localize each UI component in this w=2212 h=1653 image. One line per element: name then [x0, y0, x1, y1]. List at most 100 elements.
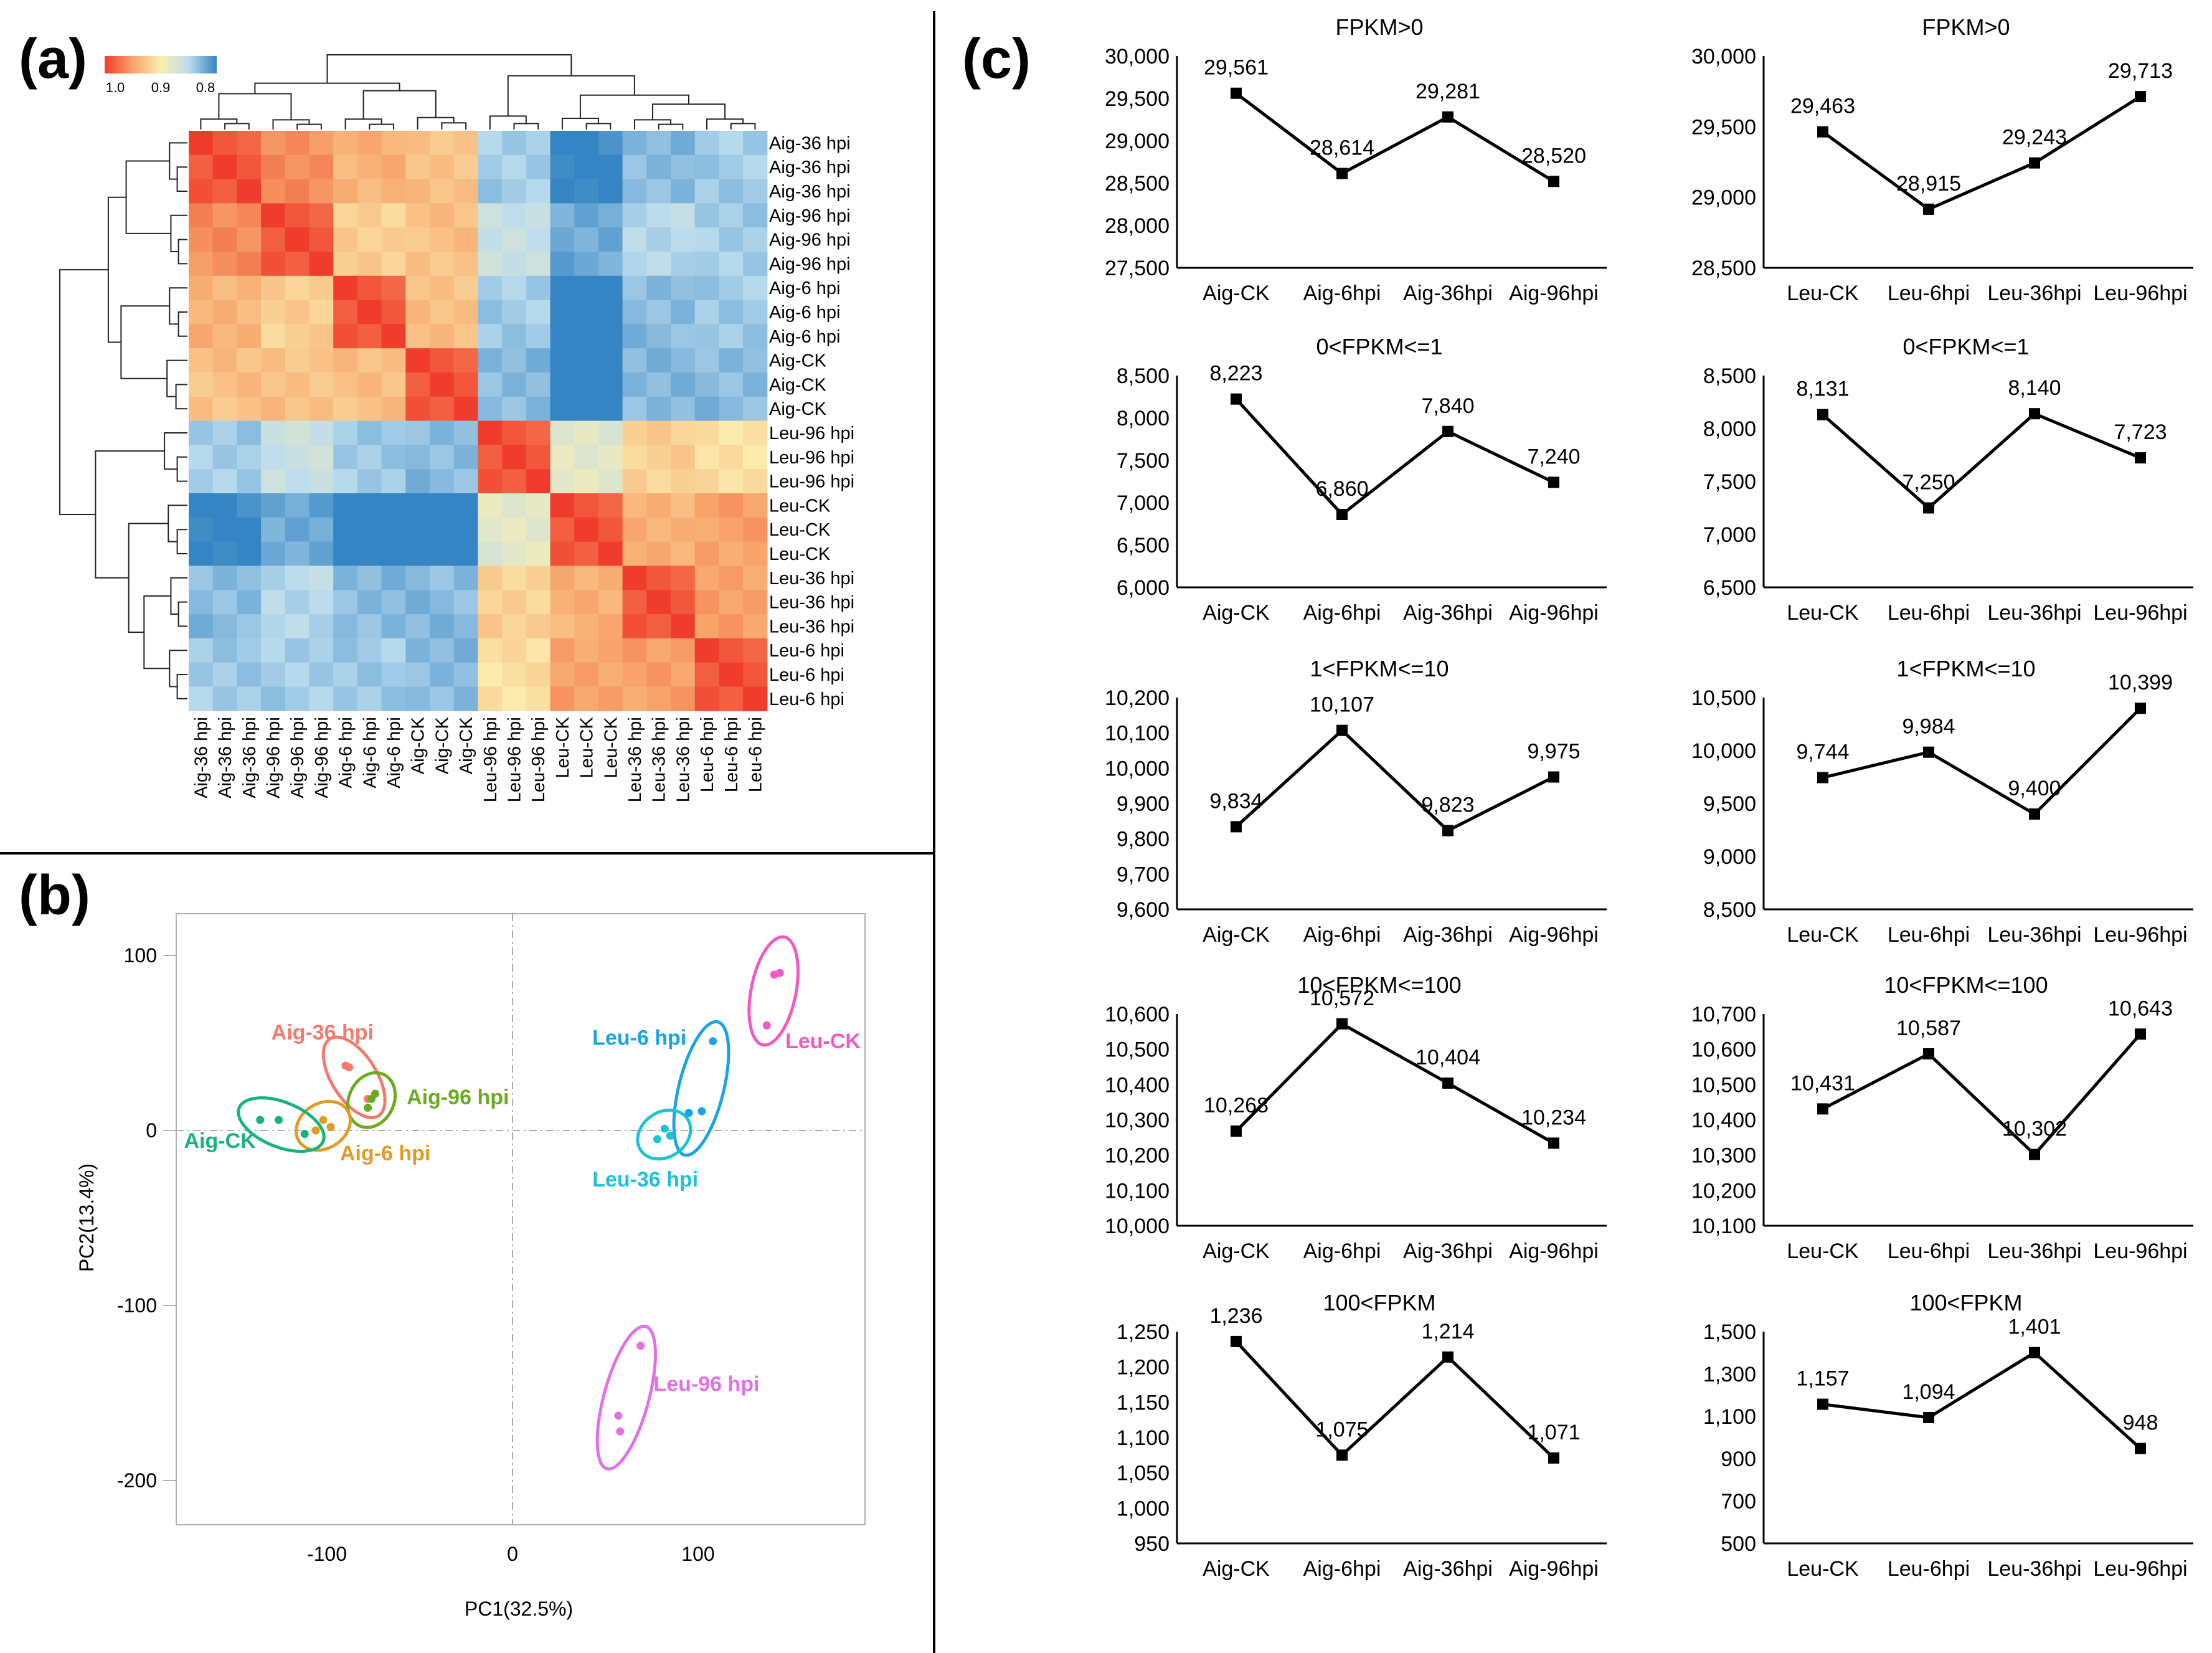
data-value-label: 10,107 — [1310, 693, 1374, 717]
heatmap-row-label: Aig-6 hpi — [769, 278, 840, 298]
heatmap-cell — [189, 203, 214, 228]
y-tick-label: 9,000 — [1703, 845, 1756, 869]
heatmap-cell — [478, 445, 503, 470]
heatmap-cell — [622, 541, 647, 566]
heatmap-cell — [598, 590, 623, 615]
heatmap-cell — [309, 541, 334, 566]
heatmap-cell — [333, 396, 358, 422]
data-value-label: 9,400 — [2008, 777, 2061, 800]
heatmap-cell — [261, 154, 286, 180]
data-value-label: 10,643 — [2108, 997, 2173, 1020]
heatmap-cell — [405, 372, 430, 397]
heatmap-cell — [646, 517, 671, 542]
x-tick-label: Aig-36hpi — [1403, 1239, 1493, 1263]
heatmap-cell — [671, 372, 696, 397]
data-value-label: 28,614 — [1310, 136, 1374, 160]
data-point-marker — [1336, 1018, 1348, 1030]
y-tick-label: 6,500 — [1703, 576, 1756, 600]
data-value-label: 10,234 — [1521, 1106, 1586, 1129]
heatmap-cell — [743, 614, 768, 639]
heatmap-cell — [189, 662, 214, 687]
heatmap-cell — [502, 517, 527, 542]
heatmap-cell — [743, 396, 768, 422]
heatmap-cell — [694, 541, 719, 566]
heatmap-cell — [671, 227, 696, 252]
heatmap-cell — [285, 445, 310, 470]
heatmap-cell — [285, 203, 310, 228]
heatmap-row-label: Leu-6 hpi — [769, 665, 844, 685]
heatmap-col-label: Leu-6 hpi — [745, 717, 765, 792]
heatmap-cell — [357, 227, 382, 252]
heatmap-row-label: Leu-96 hpi — [769, 448, 854, 468]
y-tick-label: 1,300 — [1703, 1363, 1756, 1386]
heatmap-cell — [622, 203, 647, 228]
heatmap-cell — [550, 469, 575, 494]
heatmap-cell — [743, 662, 768, 687]
heatmap-cell — [526, 348, 551, 373]
heatmap-cell — [357, 154, 382, 180]
heatmap-cell — [212, 541, 237, 566]
heatmap-cell — [478, 686, 503, 711]
heatmap-cell — [622, 662, 647, 687]
heatmap-cell — [309, 179, 334, 204]
pca-y-tick: -200 — [117, 1469, 157, 1492]
heatmap-cell — [598, 179, 623, 204]
x-tick-label: Aig-96hpi — [1509, 1557, 1599, 1581]
heatmap-cell — [453, 227, 478, 252]
heatmap-cell — [357, 179, 382, 204]
heatmap-cell — [550, 420, 575, 445]
panel-letter-c: (c) — [962, 28, 1031, 90]
heatmap-cell — [453, 517, 478, 542]
heatmap-col-label: Aig-36 hpi — [191, 717, 211, 798]
heatmap-color-legend: 1.0 0.9 0.8 — [105, 56, 217, 95]
pca-x-tick: 100 — [681, 1543, 714, 1565]
heatmap-cell — [453, 154, 478, 180]
heatmap-cell — [550, 372, 575, 397]
heatmap-cell — [743, 469, 768, 494]
heatmap-cell — [212, 203, 237, 228]
heatmap-cell — [285, 227, 310, 252]
heatmap-cell — [622, 275, 647, 301]
x-tick-label: Aig-36hpi — [1403, 923, 1493, 947]
heatmap-cell — [430, 686, 455, 711]
heatmap-cell — [453, 614, 478, 639]
heatmap-cell — [502, 541, 527, 566]
heatmap-cell — [719, 154, 744, 180]
heatmap-cell — [261, 420, 286, 445]
heatmap-cell — [237, 300, 262, 324]
data-value-label: 1,236 — [1209, 1304, 1262, 1328]
data-value-label: 8,131 — [1796, 377, 1849, 401]
pca-group-ellipse — [636, 1108, 692, 1161]
data-value-label: 9,823 — [1421, 793, 1474, 817]
x-tick-label: Leu-96hpi — [2093, 1557, 2187, 1581]
heatmap-cell — [502, 372, 527, 397]
heatmap-cell — [285, 686, 310, 711]
heatmap-cell — [478, 396, 503, 422]
heatmap-row-label: Aig-6 hpi — [769, 327, 840, 347]
heatmap-cell — [309, 227, 334, 252]
heatmap-cell — [357, 493, 382, 518]
heatmap-cell — [381, 541, 406, 566]
heatmap-cell — [646, 493, 671, 518]
heatmap-cell — [237, 227, 262, 252]
heatmap-cell — [646, 275, 671, 301]
data-value-label: 10,268 — [1204, 1094, 1269, 1117]
heatmap-cell — [333, 638, 358, 663]
heatmap-cell — [261, 348, 286, 373]
pca-group-ellipse — [321, 1035, 387, 1119]
pca-point — [364, 1104, 372, 1112]
heatmap-cell — [694, 662, 719, 687]
y-tick-label: 9,600 — [1117, 898, 1170, 922]
heatmap-cell — [430, 517, 455, 542]
heatmap-cell — [237, 638, 262, 663]
dendrogram-branch — [489, 115, 527, 130]
heatmap-cell — [478, 638, 503, 663]
heatmap-cell — [309, 493, 334, 518]
heatmap-row-label: Leu-96 hpi — [769, 472, 854, 492]
heatmap-cell — [189, 372, 214, 397]
heatmap-dendrograms — [59, 54, 756, 699]
heatmap-cell — [478, 131, 503, 156]
heatmap-cell — [261, 469, 286, 494]
heatmap-cell — [285, 348, 310, 373]
heatmap-cell — [478, 517, 503, 542]
